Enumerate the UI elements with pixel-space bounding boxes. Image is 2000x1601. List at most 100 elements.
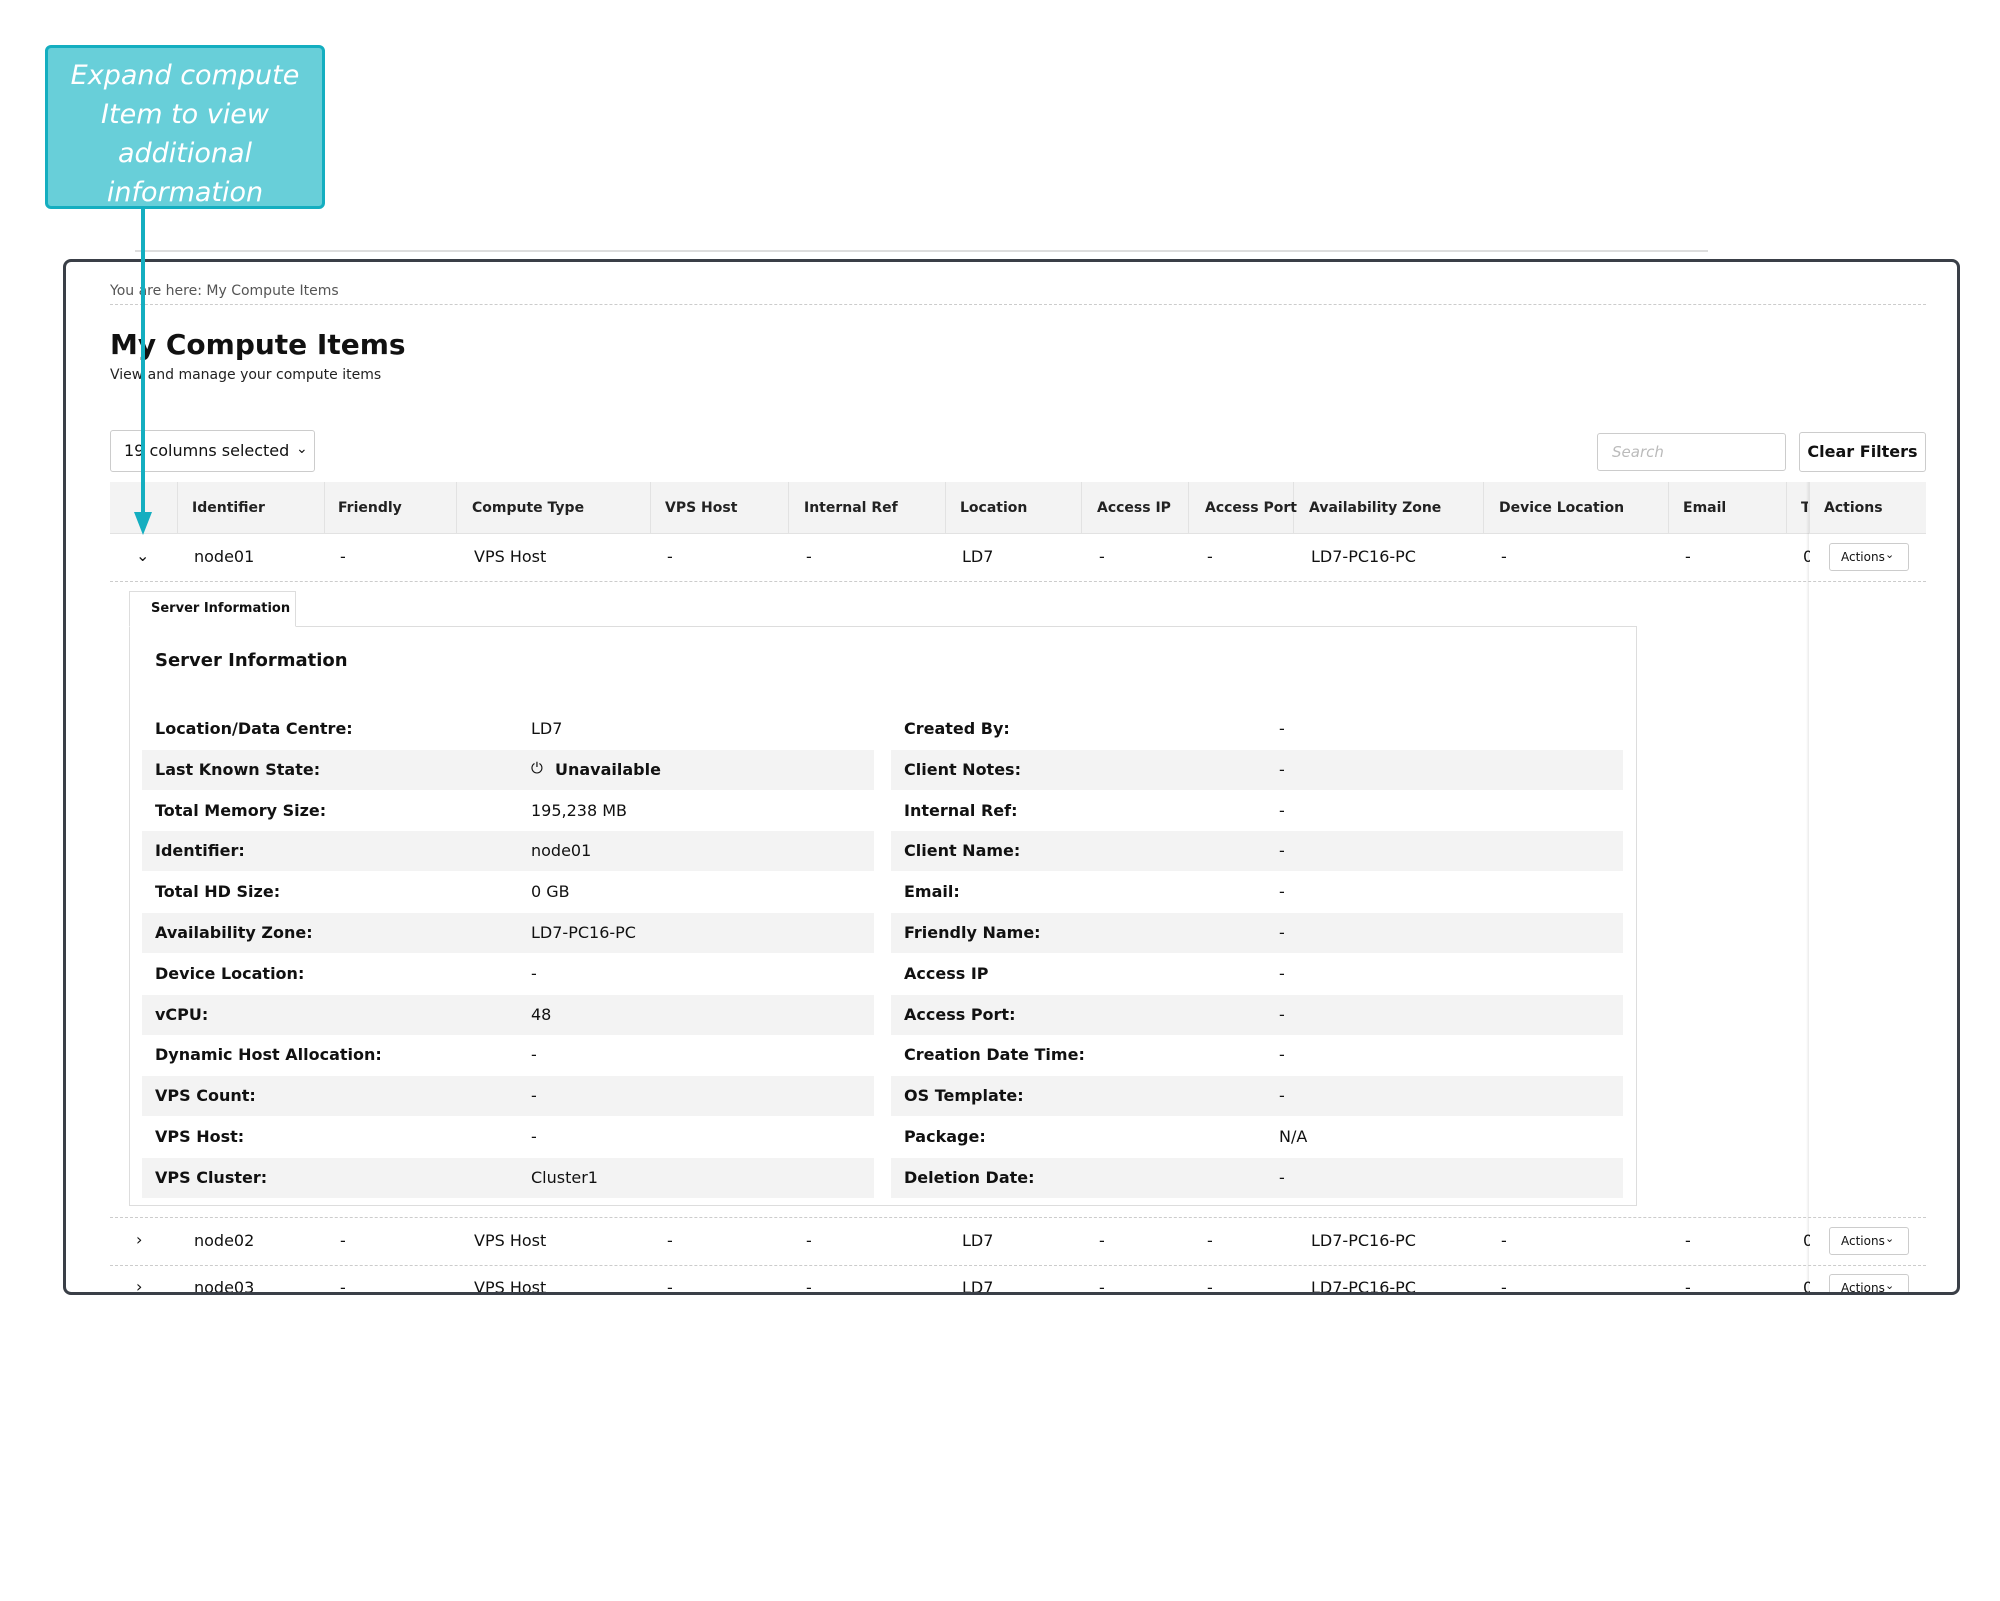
app-window: You are here: My Compute Items My Compute… bbox=[63, 259, 1960, 1295]
detail-label: Last Known State: bbox=[155, 759, 321, 779]
detail-row-stripe bbox=[142, 831, 874, 872]
detail-value: node01 bbox=[531, 841, 592, 861]
detail-row-stripe bbox=[891, 1076, 1623, 1117]
column-header[interactable]: Friendly bbox=[338, 500, 402, 516]
detail-label: Client Notes: bbox=[904, 759, 1021, 779]
detail-label: Internal Ref: bbox=[904, 800, 1018, 820]
clear-filters-button[interactable]: Clear Filters bbox=[1799, 432, 1926, 472]
table-cell: LD7-PC16-PC bbox=[1311, 1278, 1416, 1295]
table-cell: node02 bbox=[194, 1231, 255, 1250]
column-header[interactable]: Location bbox=[960, 500, 1028, 516]
divider bbox=[110, 304, 1926, 305]
column-header[interactable]: Access IP bbox=[1097, 500, 1171, 516]
table-cell: - bbox=[1501, 547, 1507, 566]
page-title: My Compute Items bbox=[110, 328, 406, 361]
detail-label: Total Memory Size: bbox=[155, 800, 327, 820]
table-cell: - bbox=[1099, 547, 1105, 566]
actions-chevron[interactable]: ⌄ bbox=[1885, 1279, 1895, 1292]
actions-chevron[interactable]: ⌄ bbox=[1885, 1232, 1895, 1245]
detail-label: Device Location: bbox=[155, 963, 305, 983]
column-header[interactable]: Device Location bbox=[1499, 500, 1625, 516]
column-header[interactable]: Email bbox=[1683, 500, 1727, 516]
detail-label: Access Port: bbox=[904, 1004, 1016, 1024]
actions-button[interactable]: Actions bbox=[1829, 543, 1909, 571]
actions-button[interactable]: Actions bbox=[1829, 1227, 1909, 1255]
detail-value: - bbox=[1279, 759, 1285, 779]
column-header[interactable]: VPS Host bbox=[665, 500, 738, 516]
detail-row-stripe bbox=[142, 1076, 874, 1117]
background-window-edge bbox=[135, 250, 1708, 252]
detail-row-stripe bbox=[142, 1157, 874, 1198]
table-cell: VPS Host bbox=[474, 1231, 547, 1250]
detail-label: Total HD Size: bbox=[155, 882, 281, 902]
column-separator bbox=[1188, 482, 1189, 533]
column-separator bbox=[650, 482, 651, 533]
sticky-actions-shadow bbox=[1806, 482, 1809, 1292]
detail-row-stripe bbox=[891, 749, 1623, 790]
expand-toggle[interactable]: › bbox=[136, 1277, 143, 1295]
column-header[interactable]: Access Port bbox=[1205, 500, 1297, 516]
detail-value: - bbox=[1279, 1167, 1285, 1187]
details-heading: Server Information bbox=[155, 650, 348, 671]
column-separator bbox=[177, 482, 178, 533]
detail-label: Access IP bbox=[904, 963, 989, 983]
table-cell: - bbox=[340, 1231, 346, 1250]
actions-chevron[interactable]: ⌄ bbox=[1885, 548, 1895, 561]
column-separator bbox=[1081, 482, 1082, 533]
expand-toggle[interactable]: › bbox=[136, 1230, 143, 1249]
detail-label: Availability Zone: bbox=[155, 923, 313, 942]
column-header[interactable]: Internal Ref bbox=[804, 500, 898, 516]
column-header[interactable]: T bbox=[1801, 500, 1808, 516]
detail-value: Unavailable bbox=[555, 759, 661, 779]
detail-value: 195,238 MB bbox=[531, 800, 628, 820]
detail-label: Email: bbox=[904, 882, 960, 902]
detail-label: Friendly Name: bbox=[904, 923, 1041, 942]
column-header[interactable]: Availability Zone bbox=[1309, 500, 1442, 516]
search-input[interactable]: Search bbox=[1597, 433, 1786, 471]
actions-button[interactable]: Actions bbox=[1829, 1274, 1909, 1292]
detail-label: OS Template: bbox=[904, 1086, 1024, 1106]
column-header[interactable]: Identifier bbox=[192, 500, 265, 516]
details-panel bbox=[129, 626, 1637, 1206]
arrow-head bbox=[134, 512, 152, 535]
column-separator bbox=[788, 482, 789, 533]
detail-value: 0 GB bbox=[531, 882, 570, 902]
detail-value: - bbox=[1279, 882, 1285, 902]
detail-label: Created By: bbox=[904, 719, 1010, 738]
column-separator bbox=[1293, 482, 1294, 533]
table-cell: LD7-PC16-PC bbox=[1311, 1231, 1416, 1250]
table-cell: - bbox=[340, 547, 346, 566]
table-cell: 0 bbox=[1803, 1231, 1810, 1250]
detail-row-stripe bbox=[891, 831, 1623, 872]
detail-value: - bbox=[531, 1127, 537, 1146]
table-cell: - bbox=[1501, 1278, 1507, 1295]
detail-label: Deletion Date: bbox=[904, 1167, 1035, 1187]
detail-value: LD7 bbox=[531, 719, 563, 738]
column-separator bbox=[324, 482, 325, 533]
table-cell: - bbox=[1685, 547, 1691, 566]
detail-row-stripe bbox=[891, 994, 1623, 1035]
detail-value: Cluster1 bbox=[531, 1167, 598, 1187]
column-header[interactable]: Actions bbox=[1824, 500, 1883, 516]
column-separator bbox=[1483, 482, 1484, 533]
detail-value: 48 bbox=[531, 1004, 552, 1024]
column-separator bbox=[945, 482, 946, 533]
table-cell: VPS Host bbox=[474, 1278, 547, 1295]
detail-label: Dynamic Host Allocation: bbox=[155, 1045, 382, 1065]
table-cell: LD7 bbox=[962, 547, 994, 566]
column-header[interactable]: Compute Type bbox=[472, 500, 585, 516]
detail-label: VPS Host: bbox=[155, 1127, 245, 1146]
table-cell: LD7 bbox=[962, 1231, 994, 1250]
detail-label: VPS Count: bbox=[155, 1086, 256, 1106]
table-cell: - bbox=[340, 1278, 346, 1295]
details-tab[interactable]: Server Information bbox=[129, 591, 296, 627]
detail-label: Client Name: bbox=[904, 841, 1021, 861]
detail-value: - bbox=[531, 963, 537, 983]
expand-toggle[interactable]: ⌄ bbox=[136, 546, 150, 565]
power-icon: ⏻ bbox=[531, 758, 543, 777]
page-subtitle: View and manage your compute items bbox=[110, 367, 382, 383]
divider bbox=[110, 581, 1926, 582]
detail-value: - bbox=[531, 1086, 537, 1106]
select-chevron[interactable]: ⌄ bbox=[296, 441, 308, 457]
